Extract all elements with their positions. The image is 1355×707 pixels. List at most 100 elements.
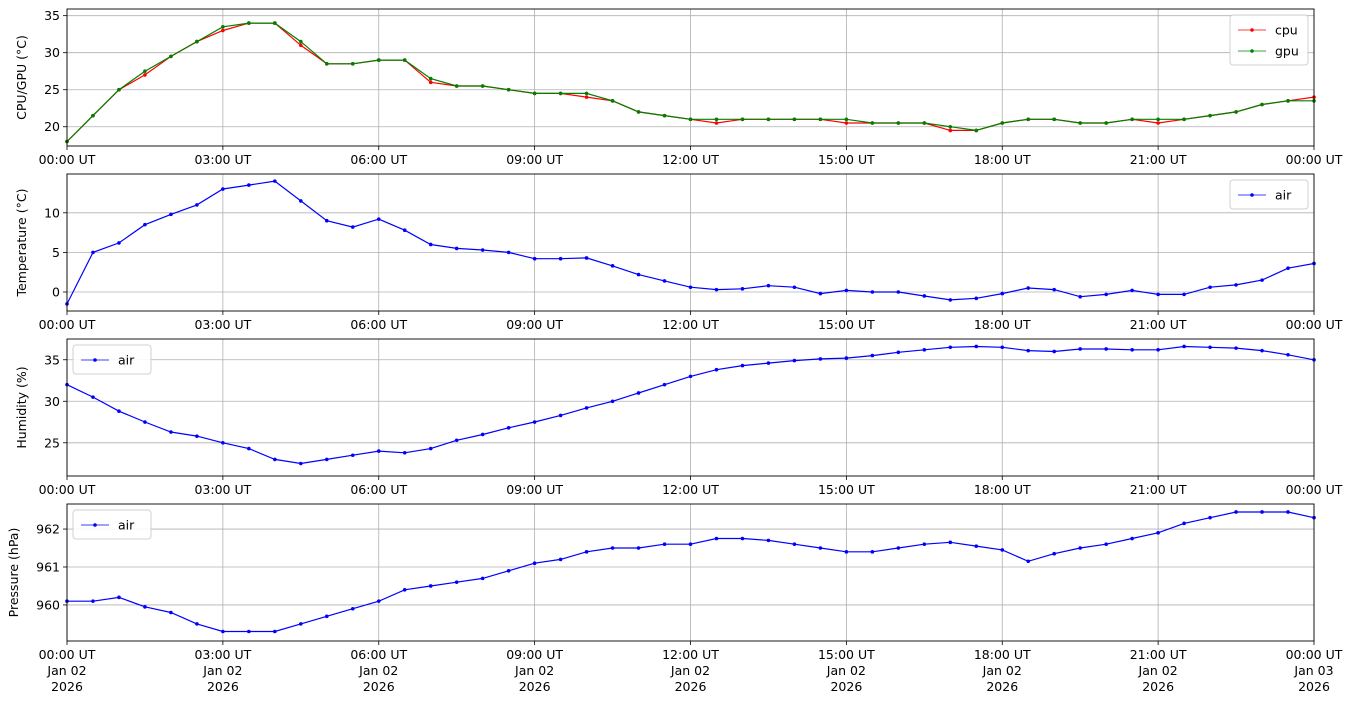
marker bbox=[428, 446, 433, 451]
marker bbox=[610, 399, 615, 404]
marker bbox=[584, 91, 589, 96]
x-tick-label: 00:00 UT bbox=[39, 152, 96, 167]
marker bbox=[740, 287, 745, 291]
subplot: 00:00 UT 03:00 UT 06:00 UT 09:00 UT 12:00 UT… bbox=[14, 8, 1343, 167]
x-tick-label: 09:00 UT bbox=[506, 152, 563, 167]
axes-frame bbox=[66, 503, 1315, 642]
marker bbox=[454, 246, 459, 251]
subplot: 00:00 UT 03:00 UT 06:00 UT 09:00 UT 12:00 UT… bbox=[14, 338, 1343, 497]
marker bbox=[740, 363, 745, 368]
marker bbox=[221, 187, 225, 191]
marker bbox=[1208, 113, 1212, 118]
legend-box bbox=[1229, 179, 1309, 210]
marker bbox=[91, 599, 95, 603]
marker bbox=[1052, 287, 1057, 292]
legend-label: air bbox=[118, 518, 135, 533]
marker bbox=[117, 87, 121, 92]
marker bbox=[974, 544, 979, 548]
marker bbox=[948, 128, 953, 133]
marker bbox=[1260, 278, 1264, 282]
marker bbox=[870, 290, 875, 294]
marker bbox=[714, 287, 719, 292]
marker bbox=[1156, 121, 1160, 125]
marker bbox=[402, 587, 407, 592]
x-tick-label: 15:00 UT bbox=[818, 317, 875, 332]
marker bbox=[766, 283, 771, 288]
legend-label: cpu bbox=[1275, 23, 1298, 38]
marker bbox=[143, 420, 147, 424]
x-tick-label: 21:00 UT Jan 02 2026 bbox=[1130, 647, 1187, 694]
marker bbox=[870, 353, 875, 358]
marker bbox=[1286, 266, 1290, 271]
marker bbox=[1182, 117, 1186, 122]
marker bbox=[428, 242, 433, 247]
marker bbox=[974, 344, 979, 349]
marker bbox=[1078, 121, 1082, 125]
marker bbox=[1052, 349, 1057, 354]
legend-box bbox=[1229, 14, 1309, 66]
marker bbox=[143, 69, 147, 74]
marker bbox=[844, 117, 849, 122]
marker bbox=[922, 542, 927, 547]
axes-frame bbox=[66, 8, 1315, 147]
marker bbox=[636, 546, 641, 550]
marker bbox=[1286, 99, 1290, 103]
x-tick-label: 15:00 UT Jan 02 2026 bbox=[818, 647, 875, 694]
marker bbox=[1182, 292, 1186, 297]
marker bbox=[299, 461, 303, 466]
marker bbox=[948, 540, 953, 545]
marker bbox=[610, 546, 615, 550]
marker bbox=[1156, 292, 1160, 297]
marker bbox=[714, 536, 719, 541]
x-tick-label: 12:00 UT bbox=[662, 482, 719, 497]
marker bbox=[1260, 102, 1264, 107]
marker bbox=[714, 367, 719, 372]
marker bbox=[662, 382, 667, 387]
marker bbox=[1208, 515, 1212, 520]
y-axis-label: CPU/GPU (°C) bbox=[14, 35, 29, 120]
marker bbox=[454, 438, 459, 443]
marker bbox=[1026, 286, 1031, 290]
marker bbox=[402, 228, 407, 233]
marker bbox=[221, 629, 225, 634]
marker bbox=[273, 457, 277, 462]
marker bbox=[1208, 285, 1212, 290]
marker bbox=[584, 95, 589, 99]
marker bbox=[195, 39, 199, 44]
x-tick-label: 15:00 UT bbox=[818, 482, 875, 497]
marker bbox=[402, 450, 407, 455]
marker bbox=[247, 629, 251, 634]
marker bbox=[1104, 292, 1108, 297]
marker bbox=[1000, 121, 1005, 125]
marker bbox=[1156, 531, 1160, 535]
x-tick-label: 03:00 UT bbox=[194, 317, 251, 332]
marker bbox=[896, 546, 901, 550]
y-tick-label: 30 bbox=[44, 45, 60, 60]
marker bbox=[454, 580, 459, 584]
marker bbox=[299, 622, 303, 626]
marker bbox=[532, 561, 537, 566]
subplot: 00:00 UT 03:00 UT 06:00 UT 09:00 UT 12:00 UT… bbox=[14, 173, 1343, 332]
marker bbox=[221, 24, 225, 29]
marker bbox=[376, 599, 381, 603]
marker bbox=[195, 203, 199, 207]
y-tick-label: 961 bbox=[36, 559, 60, 574]
marker bbox=[350, 62, 355, 66]
marker bbox=[247, 446, 251, 451]
x-tick-label: 21:00 UT bbox=[1130, 317, 1187, 332]
x-tick-label: 00:00 UT bbox=[1286, 152, 1343, 167]
marker bbox=[299, 43, 303, 48]
marker bbox=[766, 538, 771, 543]
marker bbox=[636, 110, 641, 114]
marker bbox=[584, 256, 589, 260]
marker bbox=[714, 121, 719, 125]
marker bbox=[558, 91, 563, 96]
y-tick-label: 962 bbox=[36, 522, 60, 537]
legend-label: air bbox=[1275, 188, 1292, 203]
marker bbox=[299, 39, 303, 44]
y-tick-label: 0 bbox=[52, 284, 60, 299]
marker bbox=[714, 117, 719, 122]
marker bbox=[1208, 345, 1212, 350]
marker bbox=[1026, 348, 1031, 353]
marker bbox=[792, 358, 797, 363]
